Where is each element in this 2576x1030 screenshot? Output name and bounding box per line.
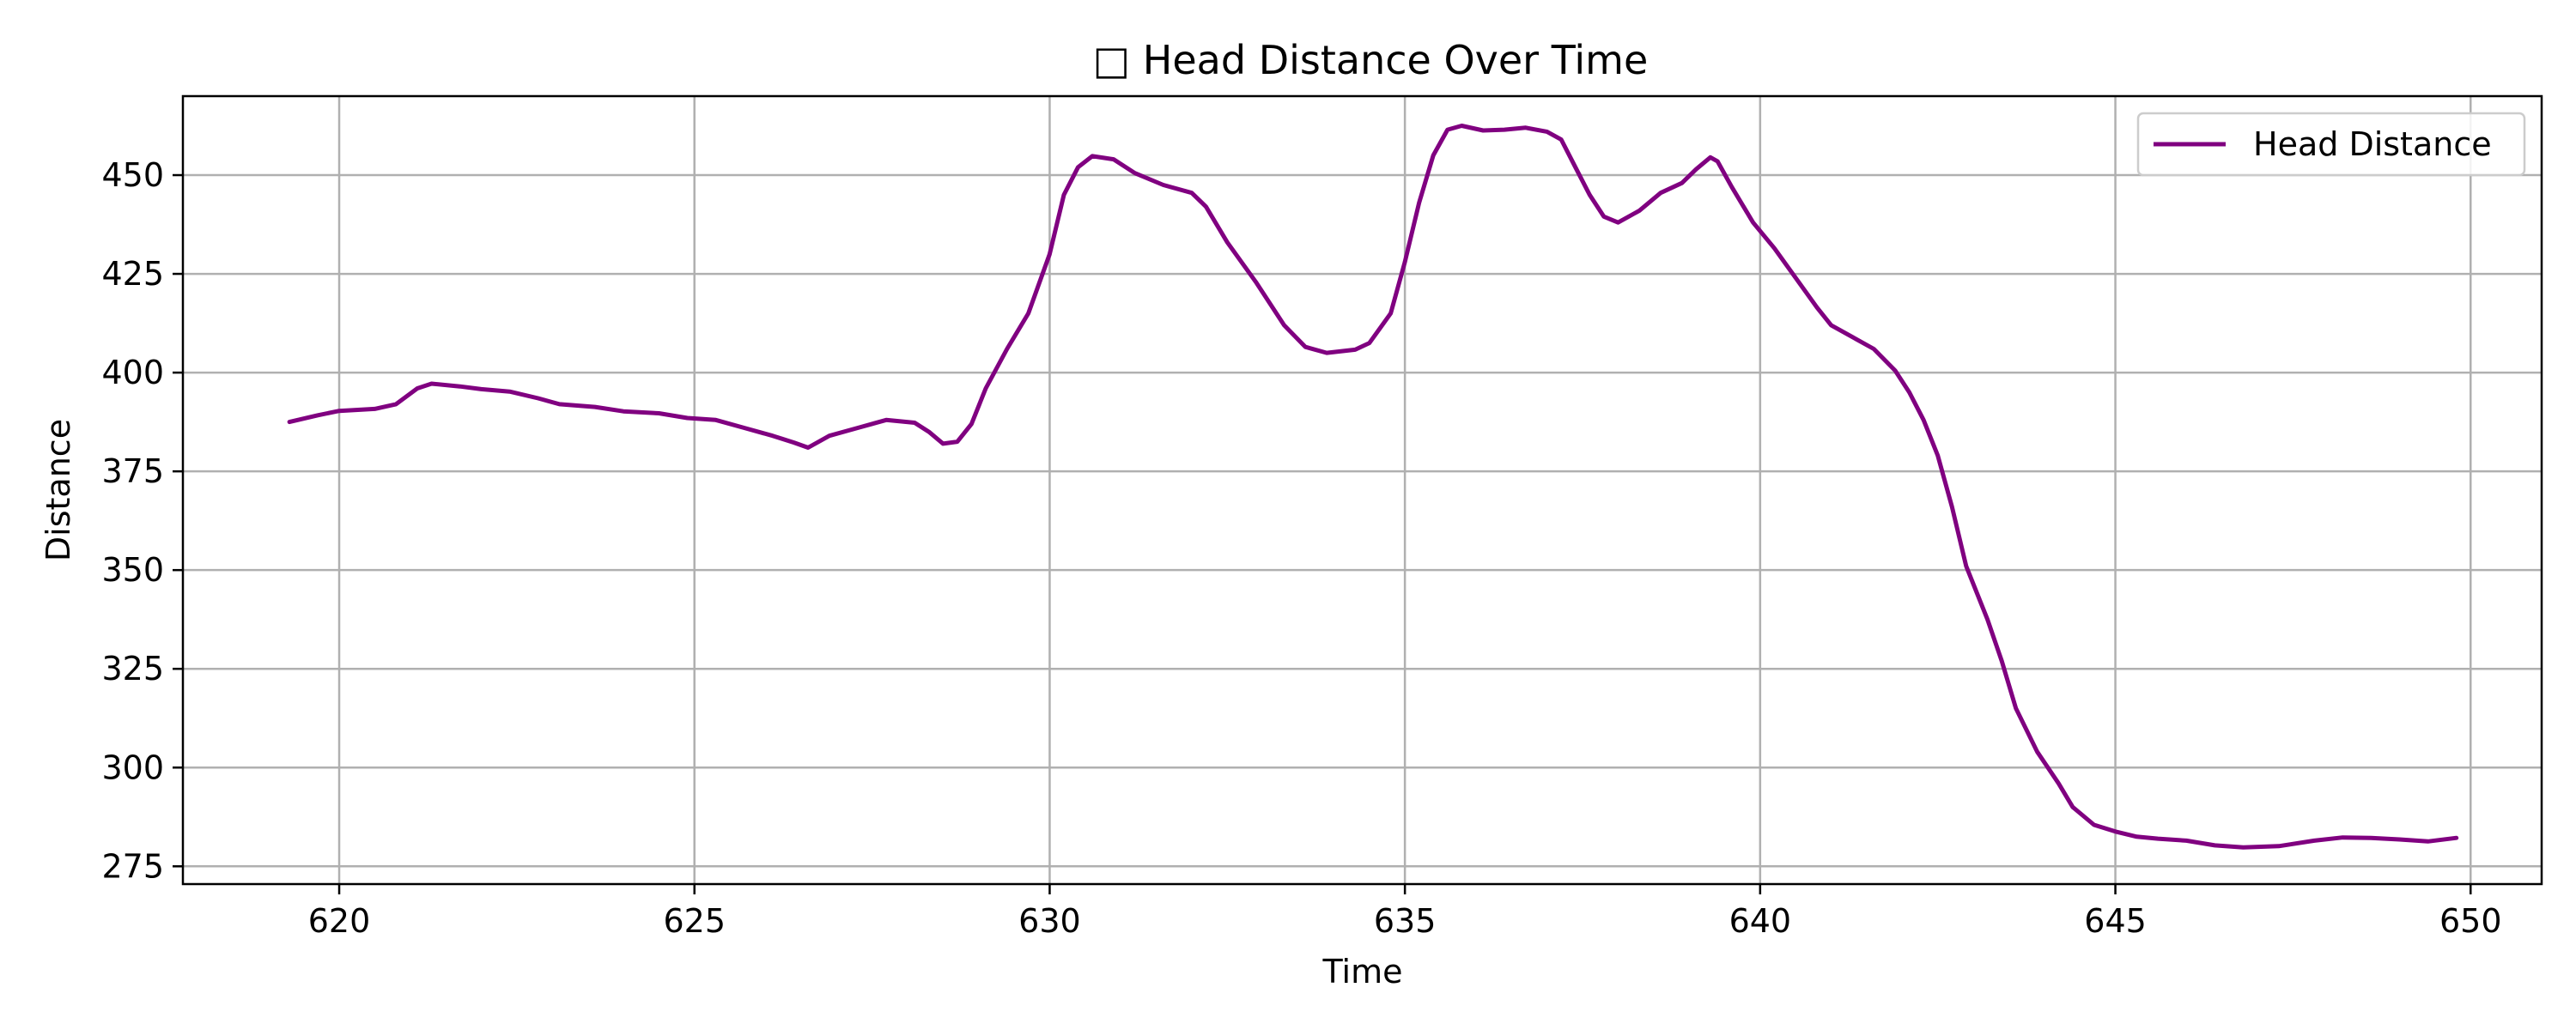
- plot-frame: [181, 94, 2543, 886]
- y-tick-label: 300: [101, 748, 164, 786]
- x-axis: 620 625 630 635 640 645 650: [308, 884, 2502, 940]
- y-tick-label: 325: [101, 650, 164, 688]
- x-tick-label: 625: [663, 902, 726, 940]
- legend: Head Distance: [2136, 112, 2526, 177]
- y-tick-label: 375: [101, 452, 164, 490]
- y-tick-label: 275: [101, 847, 164, 885]
- y-tick-label: 425: [101, 255, 164, 293]
- x-tick-label: 650: [2439, 902, 2502, 940]
- grid-lines: [183, 96, 2542, 884]
- x-tick-label: 645: [2084, 902, 2147, 940]
- series-layer: [287, 124, 2459, 850]
- y-tick-label: 350: [101, 551, 164, 589]
- x-tick-label: 630: [1018, 902, 1081, 940]
- y-tick-label: 450: [101, 156, 164, 194]
- x-axis-label: Time: [1322, 953, 1403, 991]
- legend-label-head-distance: Head Distance: [2253, 125, 2492, 163]
- series-line-head-distance: [287, 124, 2459, 850]
- x-tick-label: 640: [1729, 902, 1792, 940]
- y-tick-label: 400: [101, 354, 164, 391]
- chart-title: □ Head Distance Over Time: [1093, 37, 1649, 83]
- y-axis: 275 300 325 350 375 400 425 450: [101, 156, 183, 885]
- x-tick-label: 620: [308, 902, 371, 940]
- legend-box: [2136, 112, 2526, 177]
- x-tick-label: 635: [1374, 902, 1437, 940]
- y-axis-label: Distance: [39, 419, 77, 561]
